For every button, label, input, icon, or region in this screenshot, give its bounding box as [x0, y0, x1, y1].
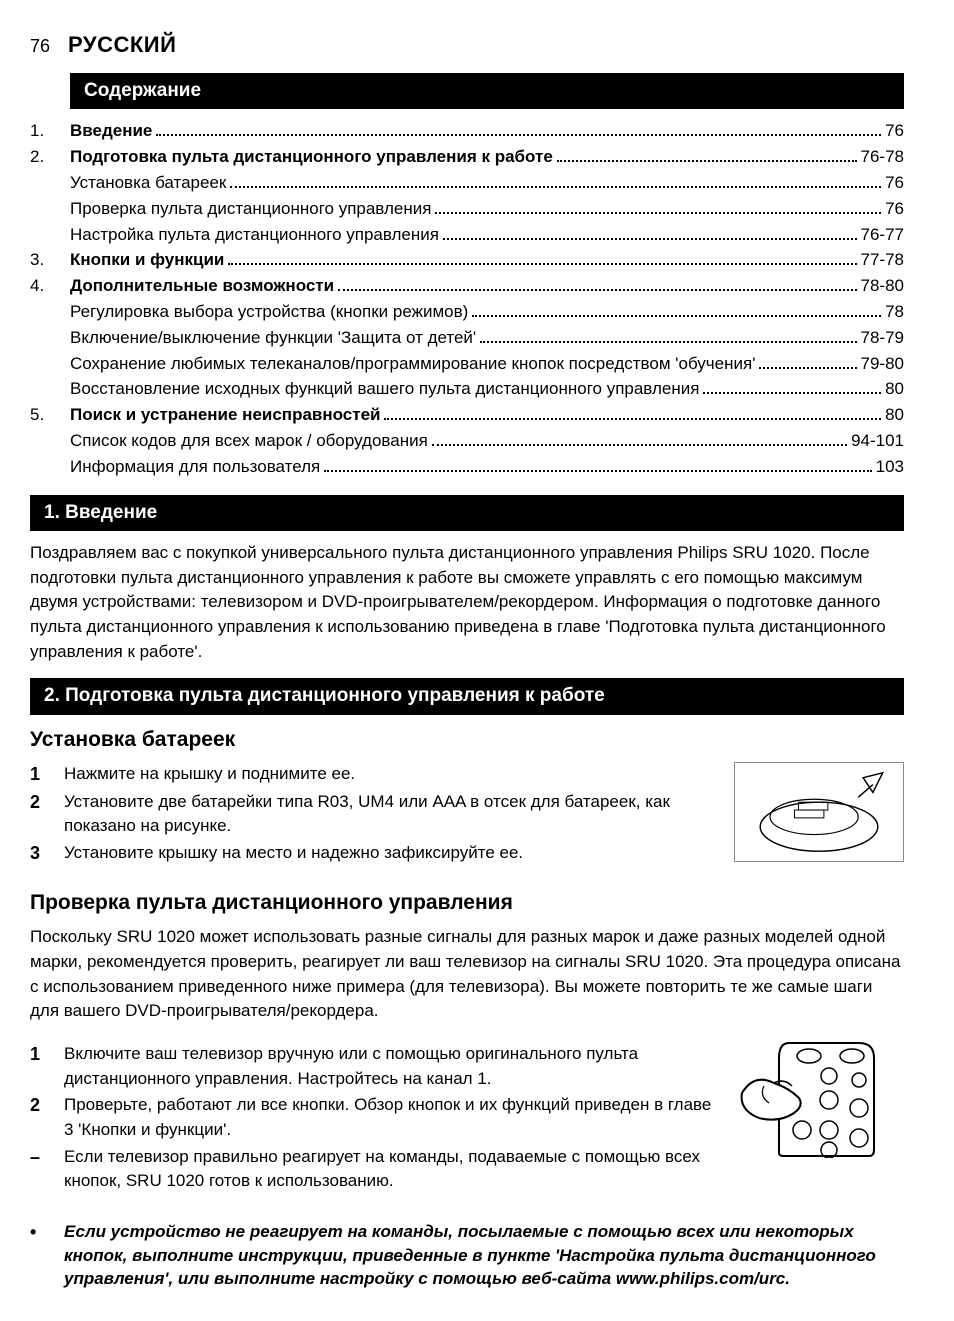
toc-page: 76: [885, 197, 904, 221]
toc-label: Включение/выключение функции 'Защита от …: [70, 326, 476, 350]
toc-page: 78-80: [861, 274, 904, 298]
step-text: Установите две батарейки типа R03, UM4 и…: [64, 790, 714, 839]
step-text: Включите ваш телевизор вручную или с пом…: [64, 1042, 714, 1091]
toc-dots: [435, 212, 881, 214]
remote-illustration: [734, 1038, 904, 1158]
toc-row: Сохранение любимых телеканалов/программи…: [30, 352, 904, 376]
toc-page: 80: [885, 403, 904, 427]
toc-page: 79-80: [861, 352, 904, 376]
toc-number: 2.: [30, 145, 70, 169]
toc-row: Проверка пульта дистанционного управлени…: [30, 197, 904, 221]
toc-row: 1.Введение 76: [30, 119, 904, 143]
toc-label: Установка батареек: [70, 171, 226, 195]
toc-page: 78: [885, 300, 904, 324]
toc-label: Поиск и устранение неисправностей: [70, 403, 380, 427]
toc-page: 94-101: [851, 429, 904, 453]
toc-dots: [324, 470, 871, 472]
test-steps: 1Включите ваш телевизор вручную или с по…: [30, 1040, 714, 1196]
toc-row: 2.Подготовка пульта дистанционного управ…: [30, 145, 904, 169]
page-header: 76 РУССКИЙ: [30, 30, 904, 61]
batteries-heading: Установка батареек: [30, 725, 904, 754]
note-bullet: •: [30, 1220, 64, 1291]
intro-text: Поздравляем вас с покупкой универсальног…: [30, 541, 904, 664]
toc-row: Список кодов для всех марок / оборудован…: [30, 429, 904, 453]
note-text: Если устройство не реагирует на команды,…: [64, 1220, 904, 1291]
test-intro: Поскольку SRU 1020 может использовать ра…: [30, 925, 904, 1024]
test-heading: Проверка пульта дистанционного управлени…: [30, 888, 904, 917]
toc-row: Настройка пульта дистанционного управлен…: [30, 223, 904, 247]
toc-page: 103: [876, 455, 904, 479]
toc-dots: [156, 134, 881, 136]
step-row: 1Включите ваш телевизор вручную или с по…: [30, 1042, 714, 1091]
step-number: –: [30, 1145, 64, 1194]
toc-page: 76: [885, 171, 904, 195]
toc-label: Список кодов для всех марок / оборудован…: [70, 429, 428, 453]
toc-page: 77-78: [861, 248, 904, 272]
step-number: 1: [30, 762, 64, 787]
intro-heading: 1. Введение: [30, 495, 904, 532]
toc-page: 76-77: [861, 223, 904, 247]
batteries-steps: 1Нажмите на крышку и поднимите ее.2Устан…: [30, 760, 714, 868]
step-row: –Если телевизор правильно реагирует на к…: [30, 1145, 714, 1194]
language-title: РУССКИЙ: [68, 30, 176, 61]
toc-label: Проверка пульта дистанционного управлени…: [70, 197, 431, 221]
toc-label: Регулировка выбора устройства (кнопки ре…: [70, 300, 468, 324]
toc-number: 1.: [30, 119, 70, 143]
toc-label: Кнопки и функции: [70, 248, 224, 272]
toc-number: 5.: [30, 403, 70, 427]
step-text: Если телевизор правильно реагирует на ко…: [64, 1145, 714, 1194]
step-text: Установите крышку на место и надежно заф…: [64, 841, 714, 866]
toc-row: 3.Кнопки и функции 77-78: [30, 248, 904, 272]
toc-label: Подготовка пульта дистанционного управле…: [70, 145, 553, 169]
step-number: 2: [30, 1093, 64, 1142]
toc-dots: [480, 341, 856, 343]
toc-dots: [472, 315, 881, 317]
toc-dots: [557, 160, 857, 162]
toc-page: 76: [885, 119, 904, 143]
toc-label: Настройка пульта дистанционного управлен…: [70, 223, 439, 247]
toc-row: Восстановление исходных функций вашего п…: [30, 377, 904, 401]
step-row: 2Установите две батарейки типа R03, UM4 …: [30, 790, 714, 839]
toc-page: 76-78: [861, 145, 904, 169]
toc-dots: [228, 263, 856, 265]
toc-dots: [384, 418, 881, 420]
toc-dots: [230, 186, 881, 188]
toc-label: Сохранение любимых телеканалов/программи…: [70, 352, 755, 376]
toc-row: Регулировка выбора устройства (кнопки ре…: [30, 300, 904, 324]
toc-page: 78-79: [861, 326, 904, 350]
toc-row: 4.Дополнительные возможности 78-80: [30, 274, 904, 298]
toc-row: Установка батареек 76: [30, 171, 904, 195]
prep-heading: 2. Подготовка пульта дистанционного упра…: [30, 678, 904, 715]
toc-label: Восстановление исходных функций вашего п…: [70, 377, 699, 401]
step-text: Нажмите на крышку и поднимите ее.: [64, 762, 714, 787]
toc-dots: [432, 444, 847, 446]
toc-number: 4.: [30, 274, 70, 298]
toc-label: Дополнительные возможности: [70, 274, 334, 298]
step-text: Проверьте, работают ли все кнопки. Обзор…: [64, 1093, 714, 1142]
page-number: 76: [30, 34, 50, 59]
step-number: 3: [30, 841, 64, 866]
toc-dots: [338, 289, 856, 291]
toc-row: Включение/выключение функции 'Защита от …: [30, 326, 904, 350]
toc-dots: [759, 367, 856, 369]
toc-label: Информация для пользователя: [70, 455, 320, 479]
step-row: 3Установите крышку на место и надежно за…: [30, 841, 714, 866]
step-row: 2Проверьте, работают ли все кнопки. Обзо…: [30, 1093, 714, 1142]
step-row: 1Нажмите на крышку и поднимите ее.: [30, 762, 714, 787]
table-of-contents: 1.Введение762.Подготовка пульта дистанци…: [30, 119, 904, 478]
toc-row: Информация для пользователя 103: [30, 455, 904, 479]
batteries-block: 1Нажмите на крышку и поднимите ее.2Устан…: [30, 758, 904, 878]
battery-illustration: [734, 762, 904, 862]
toc-heading: Содержание: [70, 73, 904, 110]
step-number: 2: [30, 790, 64, 839]
toc-page: 80: [885, 377, 904, 401]
toc-dots: [443, 238, 857, 240]
toc-row: 5.Поиск и устранение неисправностей 80: [30, 403, 904, 427]
test-note: • Если устройство не реагирует на команд…: [30, 1220, 904, 1291]
test-block: 1Включите ваш телевизор вручную или с по…: [30, 1038, 904, 1206]
toc-dots: [703, 392, 881, 394]
step-number: 1: [30, 1042, 64, 1091]
toc-label: Введение: [70, 119, 152, 143]
toc-number: 3.: [30, 248, 70, 272]
